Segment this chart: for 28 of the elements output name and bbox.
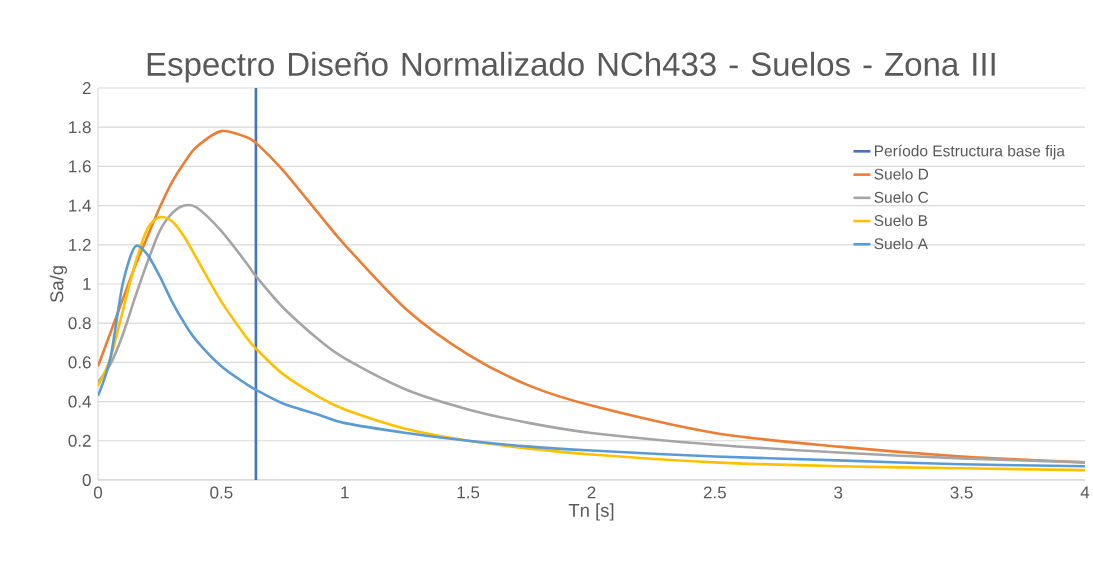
x-tick-label: 1.5 <box>457 486 480 499</box>
x-tick-label: 1 <box>341 486 349 499</box>
y-tick-label: 1.6 <box>69 160 91 173</box>
chart-title: Espectro Diseño Normalizado NCh433 - Suelos - Zona III <box>147 51 995 83</box>
legend-label: Suelo B <box>874 214 928 227</box>
x-tick-label: 2 <box>587 486 596 499</box>
y-tick-label: 2 <box>82 82 91 94</box>
legend-label: Suelo A <box>874 237 928 250</box>
y-tick-label: 1.2 <box>69 238 91 251</box>
legend-label: Suelo D <box>874 168 929 180</box>
y-tick-label: 1 <box>83 278 91 290</box>
x-tick-label: 0 <box>93 486 103 499</box>
y-tick-label: 0.2 <box>68 434 91 447</box>
x-tick-label: 2.5 <box>703 486 726 499</box>
y-axis-title: Sa/g <box>49 266 68 303</box>
y-tick-label: 0.6 <box>68 356 91 369</box>
y-tick-label: 1.8 <box>69 121 91 134</box>
legend-label: Período Estructura base fija <box>874 144 1065 160</box>
y-tick-label: 0.4 <box>68 395 91 408</box>
y-tick-label: 0.8 <box>68 317 91 330</box>
y-tick-label: 1.4 <box>69 199 91 212</box>
x-tick-label: 0.5 <box>210 486 233 499</box>
x-tick-label: 3.5 <box>950 486 973 499</box>
x-tick-label: 4 <box>1080 486 1090 499</box>
y-tick-label: 0 <box>82 473 91 487</box>
legend-label: Suelo C <box>874 191 929 203</box>
x-tick-label: 3 <box>834 486 843 499</box>
x-axis-title: Tn [s] <box>568 503 614 521</box>
